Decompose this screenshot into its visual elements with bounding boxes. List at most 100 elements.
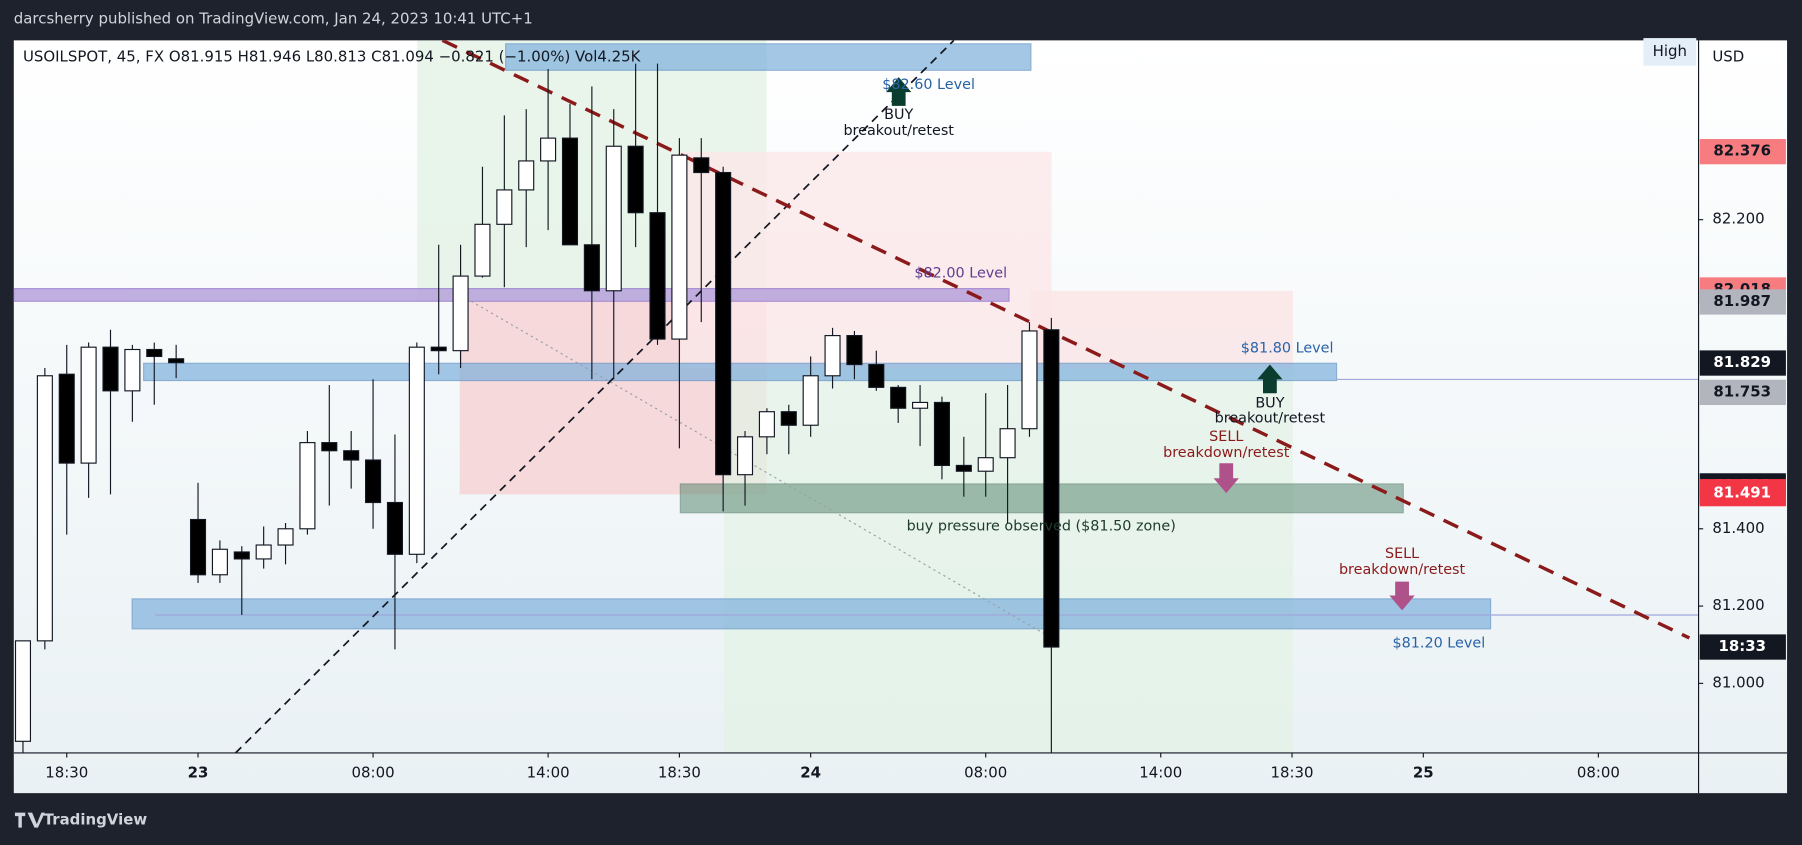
countdown-bg [1699, 634, 1786, 660]
candle-body [955, 464, 972, 472]
x-tick-label: 08:00 [352, 764, 395, 782]
arrow-down [1389, 581, 1415, 611]
y-tick-label: 81.200 [1712, 596, 1764, 614]
arrow-up [886, 77, 912, 106]
level-zone [505, 43, 1032, 71]
candle-body [671, 154, 688, 340]
y-tick-label: 82.200 [1712, 210, 1764, 228]
high-button[interactable] [1643, 38, 1697, 66]
candle-body [146, 348, 163, 358]
legend: USOILSPOT, 45, FX O81.915 H81.946 L80.81… [23, 48, 642, 66]
price-label: 81.753 [1713, 382, 1771, 400]
demand-zone [679, 483, 1404, 514]
annotation: BUY [1255, 396, 1284, 412]
arrow-up [1257, 364, 1283, 394]
price-label: 81.491 [1713, 484, 1771, 502]
candle-body [933, 401, 950, 466]
x-tick-label: 14:00 [1139, 764, 1182, 782]
candle-body [649, 212, 666, 340]
annotation: BUY [884, 107, 913, 123]
annotation: breakout/retest [1215, 410, 1326, 426]
candle-body [430, 346, 447, 352]
annotation: SELL [1385, 546, 1419, 562]
trend-line [441, 40, 1691, 640]
candle-body [299, 442, 316, 530]
price-label: 82.376 [1713, 142, 1771, 160]
level-zone [131, 598, 1492, 630]
price-label: 81.829 [1713, 353, 1771, 371]
arrow-down [1213, 463, 1239, 494]
footer-logo: TradingView [44, 811, 148, 829]
candle-body [890, 386, 907, 409]
candle-body [824, 335, 841, 377]
candle-body [868, 363, 885, 388]
candle-body [277, 528, 294, 546]
candle-body [736, 436, 754, 476]
price-label-bg [1699, 350, 1786, 376]
x-tick-label: 14:00 [527, 764, 570, 782]
candle-body [977, 457, 994, 472]
candle-body [1043, 329, 1060, 648]
countdown: 18:33 [1718, 637, 1766, 655]
candle-body [168, 358, 185, 364]
x-tick-label: 25 [1413, 764, 1434, 782]
candle-body [496, 189, 513, 225]
candle-body [999, 428, 1016, 459]
x-tick-label: 18:30 [658, 764, 701, 782]
price-label-bg [1699, 480, 1786, 507]
candle-body [365, 459, 382, 504]
y-tick-label: 81.400 [1712, 519, 1764, 537]
y-tick-label: 81.000 [1712, 673, 1764, 691]
candle-body [80, 346, 97, 464]
candle-body [211, 548, 228, 576]
level-zone [143, 362, 1338, 382]
x-tick-label: 23 [188, 764, 209, 782]
candle-body [408, 346, 425, 555]
candle-body [518, 160, 535, 191]
candle-body [189, 518, 207, 576]
logo-icon [14, 812, 45, 828]
annotation: breakdown/retest [1339, 562, 1466, 578]
candle-body [14, 640, 32, 742]
candle-body [605, 145, 622, 292]
annotation: $82.60 Level [882, 77, 975, 93]
trend-line [234, 40, 955, 753]
candle-body [1021, 330, 1038, 430]
x-tick-label: 08:00 [1577, 764, 1620, 782]
candle-body [36, 375, 53, 642]
annotation: $81.80 Level [1241, 340, 1334, 356]
arrows [886, 77, 1415, 611]
candle-body [693, 157, 710, 174]
candle-body [846, 335, 863, 366]
currency: USD [1712, 48, 1744, 66]
candle-body [583, 244, 600, 292]
x-tick-label: 18:30 [45, 764, 88, 782]
candle-body [452, 275, 469, 352]
candle-body [321, 442, 338, 452]
short-zone [1030, 290, 1293, 368]
price-label-bg [1699, 289, 1786, 315]
level-zone [13, 288, 1010, 302]
annotation: $81.20 Level [1392, 636, 1485, 652]
byline: darcsherry published on TradingView.com,… [14, 10, 533, 28]
annotation: breakdown/retest [1163, 445, 1290, 461]
high-button-label[interactable]: High [1653, 42, 1687, 60]
candle-body [802, 375, 819, 426]
x-tick-label: 08:00 [964, 764, 1007, 782]
candle-body [780, 411, 797, 426]
price-label: 81.987 [1713, 292, 1771, 310]
annotation: buy pressure observed ($81.50 zone) [907, 519, 1176, 535]
price-label-bg [1699, 139, 1786, 165]
candle-body [58, 373, 75, 464]
candles [14, 63, 1060, 753]
annotation: SELL [1209, 429, 1243, 445]
candle-body [540, 137, 557, 162]
candle-body [758, 411, 775, 438]
candle-body [343, 450, 360, 461]
candle-body [474, 223, 491, 277]
candle-body [386, 501, 403, 555]
candle-body [561, 137, 579, 246]
annotation: $82.00 Level [914, 266, 1007, 282]
candle-body [627, 145, 644, 214]
